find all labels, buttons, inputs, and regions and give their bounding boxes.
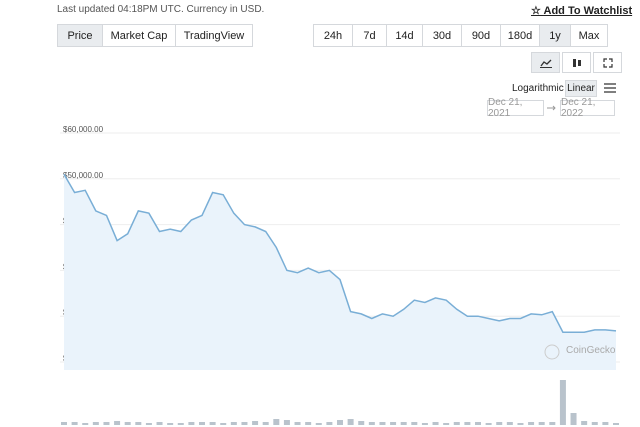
volume-bar xyxy=(464,422,471,425)
watchlist-link[interactable]: ☆ Add To Watchlist xyxy=(531,5,633,17)
volume-bar xyxy=(103,422,110,425)
volume-bar xyxy=(145,423,152,425)
volume-bar xyxy=(124,422,131,425)
volume-bar xyxy=(358,421,365,425)
volume-bar xyxy=(273,419,280,425)
volume-bar xyxy=(613,423,619,425)
volume-bar xyxy=(506,422,513,425)
icon xyxy=(539,59,552,68)
watchlist-text[interactable]: Add To Watchlist xyxy=(543,5,633,17)
tab[interactable]: Market Cap xyxy=(102,24,176,47)
volume-bar xyxy=(390,422,397,425)
volume-bar xyxy=(156,422,163,425)
volume-bar xyxy=(421,423,428,425)
volume-bar xyxy=(591,422,598,425)
volume-bar xyxy=(379,422,386,425)
scale-option[interactable]: Logarithmic xyxy=(512,83,564,94)
volume-bar xyxy=(283,420,290,425)
volume-bar xyxy=(294,422,301,425)
range-button[interactable]: 14d xyxy=(386,24,423,47)
arrow-icon xyxy=(547,105,556,111)
volume-bar xyxy=(114,421,121,425)
date-from[interactable]: Dec 21, 2021 xyxy=(487,97,544,119)
volume-bar xyxy=(368,422,375,425)
volume-bar xyxy=(443,423,450,425)
volume-bar xyxy=(549,422,556,425)
volume-bar xyxy=(61,422,67,425)
y-tick-label: $50,000.00 xyxy=(63,171,104,180)
volume-bar xyxy=(220,423,227,425)
date-to[interactable]: Dec 21, 2022 xyxy=(560,97,615,119)
volume-bar xyxy=(199,422,205,425)
volume-bar xyxy=(538,422,545,425)
volume-bar xyxy=(71,422,78,425)
scale-option[interactable]: Linear xyxy=(565,80,597,97)
volume-bar xyxy=(400,422,407,425)
icon xyxy=(572,58,581,67)
volume-bar xyxy=(475,422,481,425)
tab[interactable]: TradingView xyxy=(175,24,253,47)
volume-bar xyxy=(517,423,524,425)
volume-bar xyxy=(82,423,89,425)
line-chart-button[interactable] xyxy=(531,52,560,73)
y-tick-label: $60,000.00 xyxy=(63,125,104,134)
range-button[interactable]: 180d xyxy=(500,24,540,47)
volume-bar xyxy=(337,420,343,425)
volume-bar xyxy=(581,421,588,425)
fullscreen-button[interactable] xyxy=(593,52,622,73)
candle-chart-button[interactable] xyxy=(562,52,591,73)
volume-bar xyxy=(559,380,566,425)
price-line xyxy=(63,173,617,333)
volume-bar xyxy=(326,422,333,425)
volume-bar xyxy=(167,423,174,425)
volume-bar xyxy=(347,419,354,425)
volume-bar xyxy=(432,422,439,425)
volume-bar xyxy=(496,422,503,425)
menu-icon[interactable] xyxy=(604,83,616,93)
volume-bar xyxy=(315,423,322,425)
volume-bar xyxy=(209,422,216,425)
volume-bar xyxy=(230,422,237,425)
volume-bar xyxy=(485,423,492,425)
volume-bar xyxy=(241,422,248,425)
volume-bar xyxy=(92,422,99,425)
volume-bar xyxy=(135,422,142,425)
volume-bar xyxy=(570,413,577,425)
icon xyxy=(602,57,613,68)
volume-bar xyxy=(177,423,184,425)
volume-bar xyxy=(602,422,609,425)
watermark: CoinGecko xyxy=(566,345,616,356)
price-area xyxy=(64,174,616,370)
watermark-logo xyxy=(544,344,560,360)
range-button[interactable]: 90d xyxy=(461,24,501,47)
last-updated: Last updated 04:18PM UTC. Currency in US… xyxy=(57,4,265,15)
volume-bar xyxy=(262,422,269,425)
volume-bar xyxy=(528,422,535,425)
range-button[interactable]: Max xyxy=(570,24,608,47)
volume-bar xyxy=(252,421,259,425)
volume-bar xyxy=(188,422,195,425)
volume-bar xyxy=(453,422,460,425)
volume-bar xyxy=(411,422,418,425)
volume-bar xyxy=(305,422,312,425)
range-button[interactable]: 24h xyxy=(313,24,353,47)
